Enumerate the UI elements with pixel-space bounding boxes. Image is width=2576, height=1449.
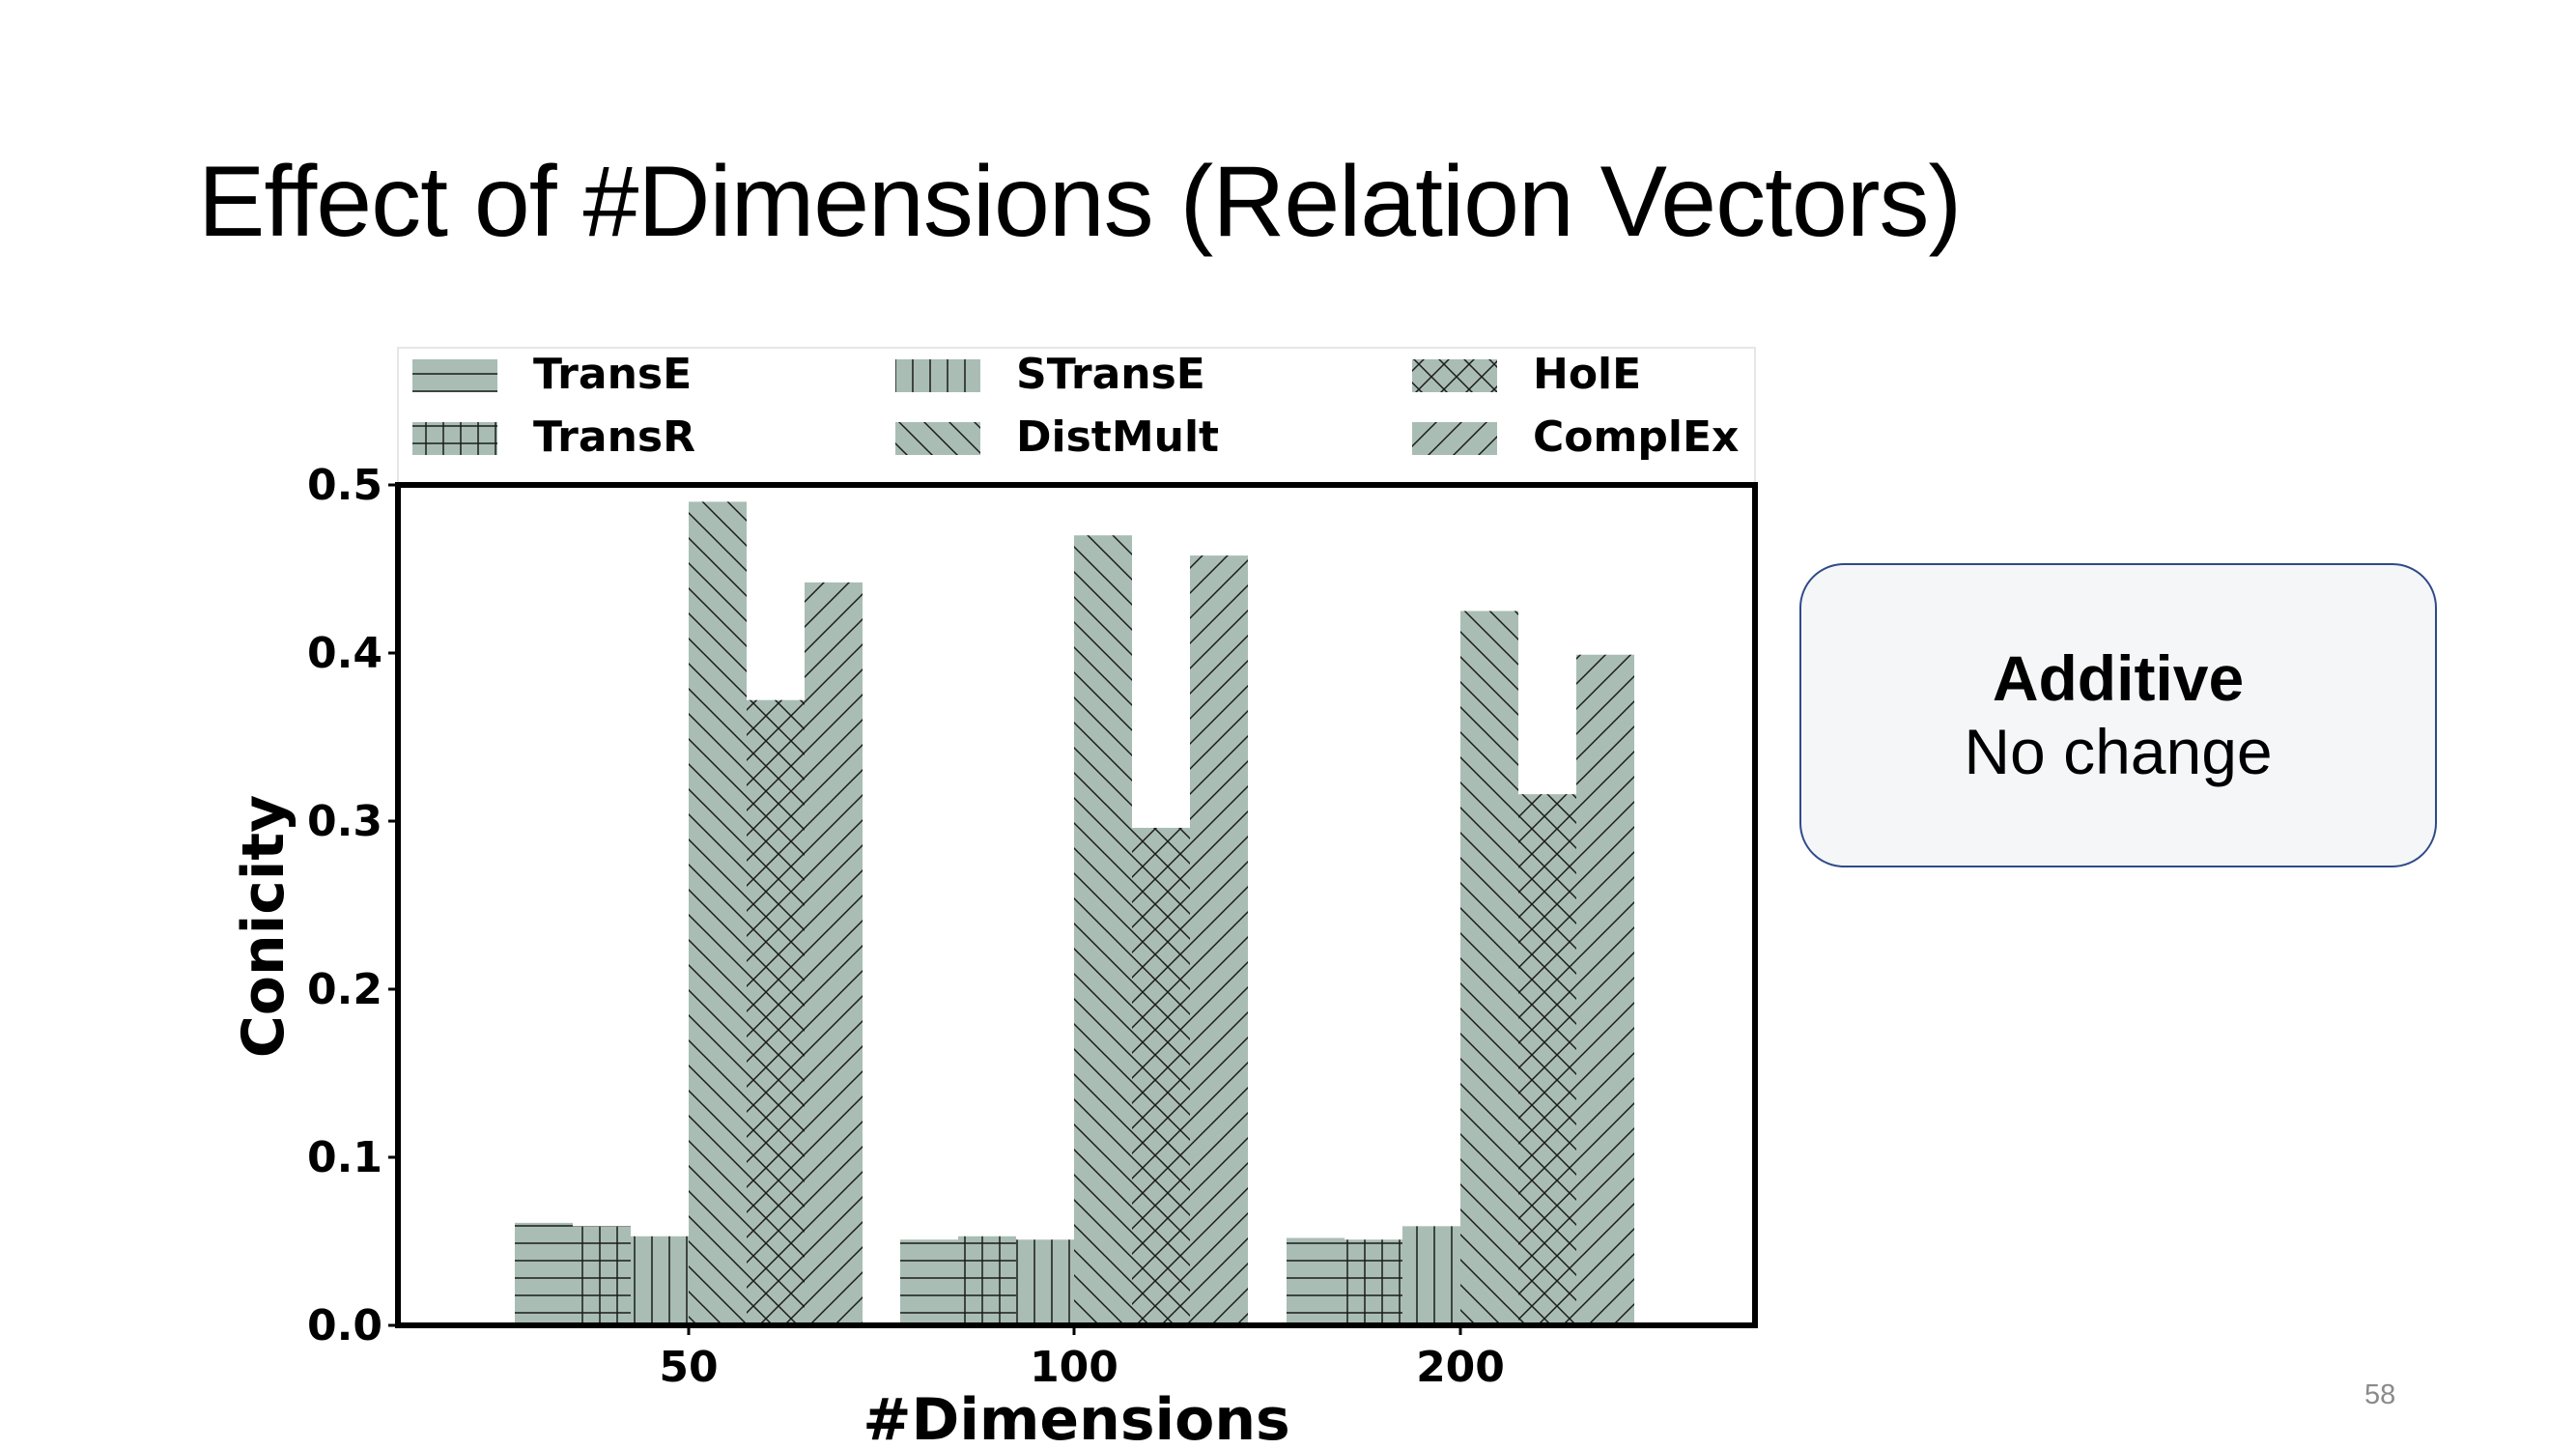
legend-swatch-transr	[412, 422, 497, 455]
y-tick-label: 0.1	[307, 1133, 382, 1182]
slide-title: Effect of #Dimensions (Relation Vectors)	[198, 146, 1962, 258]
bar-transr-100	[958, 1236, 1016, 1325]
bar-complex-200	[1576, 654, 1634, 1325]
bar-hole-100	[1132, 827, 1190, 1325]
plot-frame	[395, 482, 1758, 1328]
y-tick-label: 0.5	[307, 461, 382, 510]
legend-swatch-distmult	[895, 422, 980, 455]
callout-subtitle: No change	[1964, 715, 2273, 787]
callout-title: Additive	[1992, 641, 2245, 714]
bar-stranse-50	[631, 1236, 689, 1325]
x-tick-label: 50	[659, 1343, 718, 1392]
chart-legend: TransE TransR STransE DistMult HolE ComplEx	[397, 347, 1756, 486]
legend-swatch-complex	[1412, 422, 1497, 455]
y-axis-label: Conicity	[230, 795, 297, 1058]
bar-distmult-50	[689, 501, 747, 1325]
legend-label-transr: TransR	[533, 412, 695, 462]
bar-distmult-200	[1460, 611, 1518, 1325]
bar-stranse-100	[1016, 1239, 1074, 1325]
bar-transe-50	[515, 1222, 573, 1325]
x-tick-label: 200	[1416, 1343, 1505, 1392]
bar-transr-50	[573, 1226, 631, 1325]
chart-bars	[515, 501, 1634, 1325]
bar-transe-200	[1287, 1237, 1345, 1325]
bar-complex-50	[805, 582, 863, 1325]
page-number: 58	[2364, 1379, 2396, 1410]
legend-label-distmult: DistMult	[1016, 412, 1219, 462]
legend-frame	[397, 347, 1756, 486]
legend-label-stranse: STransE	[1016, 350, 1205, 399]
bar-hole-50	[747, 699, 805, 1325]
legend-label-complex: ComplEx	[1533, 412, 1739, 462]
bar-hole-200	[1518, 794, 1576, 1325]
legend-label-hole: HolE	[1533, 350, 1641, 399]
bar-transe-100	[900, 1239, 958, 1325]
bar-stranse-200	[1402, 1226, 1460, 1325]
y-tick-label: 0.0	[307, 1301, 382, 1350]
y-tick-label: 0.2	[307, 965, 382, 1014]
x-axis-label: #Dimensions	[863, 1386, 1290, 1449]
chart-axes: 0.0 0.1 0.2 0.3 0.4 0.5 50 100 200 #Dimensions Con…	[230, 461, 1505, 1449]
x-tick-label: 100	[1030, 1343, 1118, 1392]
legend-swatch-transe	[412, 359, 497, 392]
bar-transr-200	[1345, 1239, 1402, 1325]
callout-box: Additive No change	[1799, 563, 2437, 867]
bar-complex-100	[1190, 555, 1248, 1325]
legend-label-transe: TransE	[533, 350, 692, 399]
legend-swatch-stranse	[895, 359, 980, 392]
y-tick-label: 0.4	[307, 629, 382, 678]
legend-swatch-hole	[1412, 359, 1497, 392]
y-tick-label: 0.3	[307, 797, 382, 846]
bar-distmult-100	[1074, 535, 1132, 1325]
